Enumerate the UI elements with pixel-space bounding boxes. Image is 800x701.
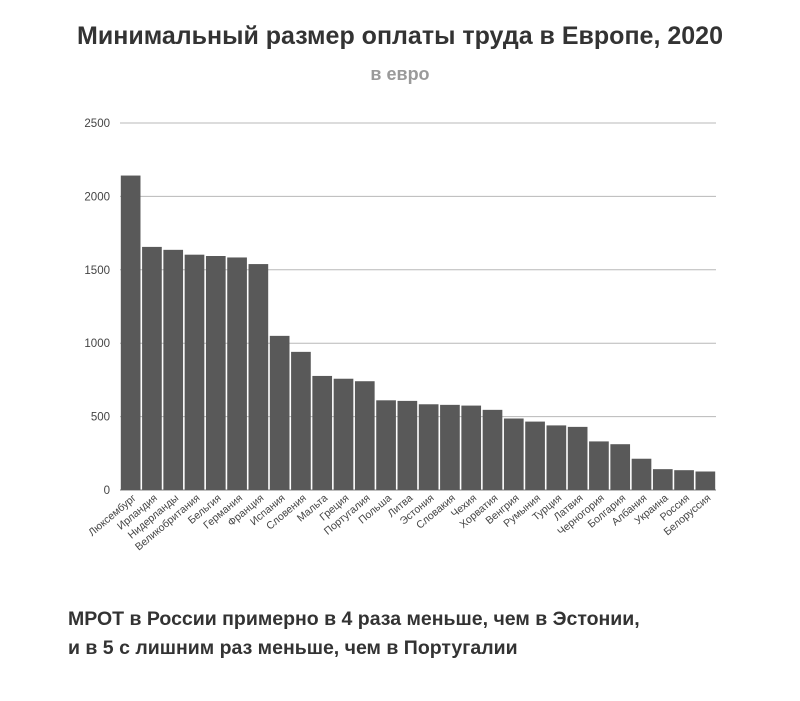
bar — [142, 246, 162, 490]
bar — [333, 378, 354, 490]
bar — [461, 405, 482, 490]
chart-title: Минимальный размер оплаты труда в Европе… — [77, 22, 723, 50]
bar — [610, 444, 631, 490]
bar — [695, 471, 716, 490]
bar — [546, 425, 567, 490]
y-tick-label: 500 — [91, 412, 110, 424]
y-tick-label: 0 — [104, 485, 110, 497]
bar — [376, 400, 396, 490]
bar — [354, 381, 375, 490]
y-tick-label: 1500 — [84, 265, 110, 277]
bar — [631, 458, 652, 490]
bar — [674, 470, 694, 490]
bar — [503, 418, 524, 490]
bar — [163, 249, 184, 490]
footnote: МРОТ в России примерно в 4 раза меньше, … — [68, 605, 768, 663]
bar — [184, 254, 205, 490]
bar — [227, 257, 247, 490]
bar — [418, 404, 439, 490]
bar — [652, 469, 673, 490]
bar — [525, 421, 545, 490]
bar — [397, 400, 418, 490]
bar-chart: 0 500 1000 1500 2000 2500 ЛюксембургИрландияН… — [84, 118, 716, 553]
footnote-line-2: и в 5 с лишним раз меньше, чем в Португа… — [68, 637, 518, 659]
bar — [440, 404, 460, 490]
bar — [248, 264, 269, 490]
y-tick-label: 2000 — [84, 191, 110, 203]
bar — [291, 351, 311, 490]
bar — [269, 335, 290, 490]
chart-subtitle: в евро — [370, 64, 430, 84]
bar — [589, 441, 609, 490]
bar — [205, 256, 226, 490]
y-tick-label: 1000 — [84, 338, 110, 350]
footnote-line-1: МРОТ в России примерно в 4 раза меньше, … — [68, 608, 640, 630]
y-axis-ticks: 0 500 1000 1500 2000 2500 — [84, 118, 110, 497]
bar — [312, 375, 333, 490]
x-axis-labels: ЛюксембургИрландияНидерландыВеликобритан… — [86, 492, 713, 553]
bars — [120, 175, 716, 491]
bar — [120, 175, 141, 491]
y-tick-label: 2500 — [84, 118, 110, 130]
bar — [567, 426, 588, 490]
bar — [482, 409, 503, 490]
